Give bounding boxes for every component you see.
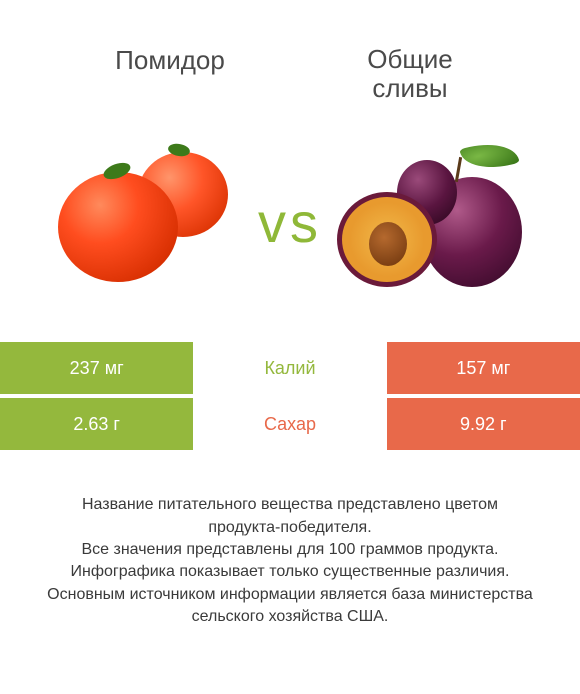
title-left: Помидор <box>50 45 290 102</box>
cell-label: Сахар <box>193 398 386 450</box>
cell-right: 9.92 г <box>387 398 580 450</box>
footer-line: Название питательного вещества представл… <box>25 494 555 516</box>
comparison-images: vs <box>0 122 580 342</box>
table-row: 2.63 г Сахар 9.92 г <box>0 398 580 450</box>
cell-right: 157 мг <box>387 342 580 394</box>
footer-line: Все значения представлены для 100 граммо… <box>25 539 555 561</box>
title-right: Общие сливы <box>290 45 530 102</box>
table-row: 237 мг Калий 157 мг <box>0 342 580 394</box>
footer-text: Название питательного вещества представл… <box>0 454 580 628</box>
cell-left: 2.63 г <box>0 398 193 450</box>
cell-label: Калий <box>193 342 386 394</box>
title-right-line2: сливы <box>290 74 530 103</box>
cell-left: 237 мг <box>0 342 193 394</box>
footer-line: продукта-победителя. <box>25 517 555 539</box>
header: Помидор Общие сливы <box>0 0 580 122</box>
footer-line: сельского хозяйства США. <box>25 606 555 628</box>
footer-line: Инфографика показывает только существенн… <box>25 561 555 583</box>
plum-image <box>332 132 532 312</box>
footer-line: Основным источником информации является … <box>25 584 555 606</box>
tomato-image <box>48 132 248 312</box>
vs-label: vs <box>258 190 322 255</box>
nutrient-table: 237 мг Калий 157 мг 2.63 г Сахар 9.92 г <box>0 342 580 450</box>
title-right-line1: Общие <box>290 45 530 74</box>
